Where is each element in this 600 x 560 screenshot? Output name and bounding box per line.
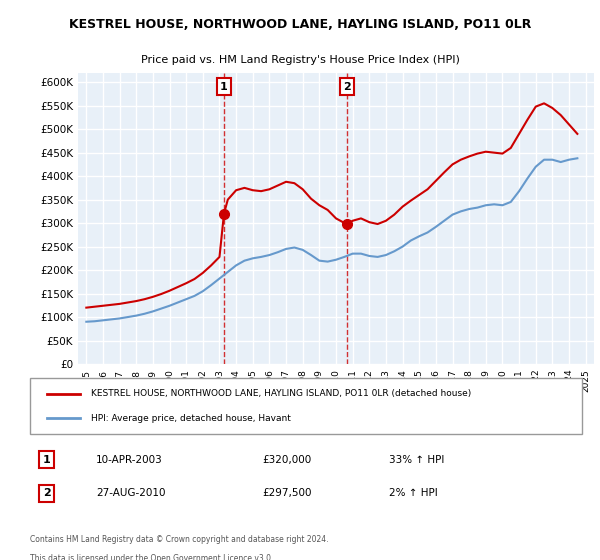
- Text: This data is licensed under the Open Government Licence v3.0.: This data is licensed under the Open Gov…: [30, 554, 274, 560]
- Text: 33% ↑ HPI: 33% ↑ HPI: [389, 455, 444, 465]
- Text: £320,000: £320,000: [262, 455, 311, 465]
- Text: HPI: Average price, detached house, Havant: HPI: Average price, detached house, Hava…: [91, 414, 290, 423]
- FancyBboxPatch shape: [30, 378, 582, 434]
- Text: 1: 1: [220, 82, 228, 91]
- Text: 2: 2: [343, 82, 350, 91]
- Text: 2% ↑ HPI: 2% ↑ HPI: [389, 488, 437, 498]
- Text: £297,500: £297,500: [262, 488, 311, 498]
- Text: KESTREL HOUSE, NORTHWOOD LANE, HAYLING ISLAND, PO11 0LR: KESTREL HOUSE, NORTHWOOD LANE, HAYLING I…: [69, 18, 531, 31]
- Text: Price paid vs. HM Land Registry's House Price Index (HPI): Price paid vs. HM Land Registry's House …: [140, 55, 460, 64]
- Text: 1: 1: [43, 455, 50, 465]
- Text: KESTREL HOUSE, NORTHWOOD LANE, HAYLING ISLAND, PO11 0LR (detached house): KESTREL HOUSE, NORTHWOOD LANE, HAYLING I…: [91, 389, 471, 398]
- Text: Contains HM Land Registry data © Crown copyright and database right 2024.: Contains HM Land Registry data © Crown c…: [30, 534, 329, 544]
- Text: 27-AUG-2010: 27-AUG-2010: [96, 488, 166, 498]
- Text: 10-APR-2003: 10-APR-2003: [96, 455, 163, 465]
- Text: 2: 2: [43, 488, 50, 498]
